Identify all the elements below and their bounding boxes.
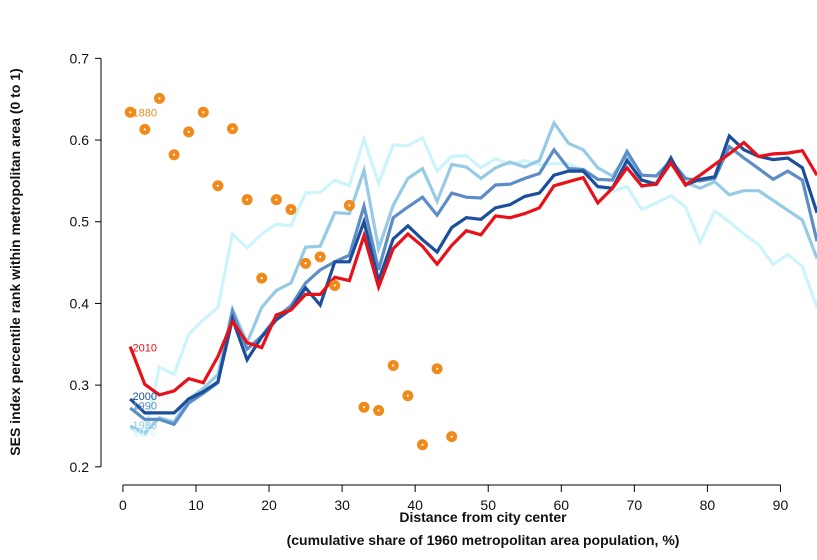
series-label-1880: 1880 — [133, 107, 157, 119]
series-layer — [128, 119, 817, 438]
point-1880-center — [172, 153, 176, 156]
point-1880-center — [216, 184, 219, 187]
y-tick-label: 0.7 — [70, 50, 90, 66]
point-1880-center — [435, 367, 439, 370]
x-tick-label: 30 — [334, 497, 350, 513]
point-1880-center — [362, 406, 366, 409]
x-tick-label: 80 — [700, 497, 716, 513]
point-1880-center — [319, 255, 322, 258]
series-line-2010 — [128, 140, 817, 397]
x-axis-label: Distance from city center — [399, 509, 567, 525]
x-tick-label: 0 — [119, 497, 127, 513]
x-axis-sublabel: (cumulative share of 1960 metropolitan a… — [287, 532, 680, 548]
point-1880-center — [392, 364, 395, 367]
x-tick-label: 70 — [627, 497, 643, 513]
point-1880-center — [377, 409, 380, 412]
y-tick-label: 0.5 — [70, 214, 90, 230]
x-tick-label: 20 — [261, 497, 277, 513]
series-line-1970 — [129, 133, 817, 438]
series-line-2000 — [129, 133, 817, 415]
y-tick-label: 0.2 — [70, 459, 90, 475]
point-1880-center — [187, 130, 190, 133]
series-label-1990: 1990 — [133, 401, 157, 413]
point-1880-center — [406, 394, 409, 397]
point-1880-center — [275, 198, 278, 201]
point-1880-center — [143, 128, 146, 131]
x-tick-label: 40 — [407, 497, 423, 513]
series-line-1980 — [129, 119, 817, 436]
point-1880-center — [348, 204, 351, 207]
point-1880-center — [333, 284, 336, 287]
series-label-1980: 1980 — [133, 420, 157, 432]
x-tick-label: 60 — [553, 497, 569, 513]
x-tick-label: 10 — [188, 497, 204, 513]
point-1880-center — [202, 111, 205, 114]
y-tick-label: 0.4 — [70, 295, 90, 311]
point-1880-center — [450, 435, 453, 438]
point-1880-center — [158, 97, 161, 100]
series-label-2000: 2000 — [133, 391, 157, 403]
series-label-1970: 1970 — [133, 428, 157, 440]
y-axis-label: SES index percentile rank within metropo… — [7, 68, 23, 455]
series-line-1990 — [129, 144, 817, 427]
point-1880-center — [289, 208, 293, 211]
point-1880-center — [260, 277, 263, 280]
point-1880-center — [246, 198, 249, 201]
point-1880-center — [421, 443, 424, 446]
y-tick-label: 0.6 — [70, 132, 90, 148]
axes: 0.2 0.3 0.4 0.5 0.6 0.7 0 10 20 30 40 50 60 70 80 90 — [70, 50, 789, 513]
points-layer — [124, 92, 458, 451]
point-1880-center — [304, 262, 307, 265]
y-tick-label: 0.3 — [70, 377, 90, 393]
point-1880-center — [231, 127, 234, 130]
x-tick-label: 90 — [773, 497, 789, 513]
series-label-2010: 2010 — [133, 343, 157, 355]
point-1880-center — [129, 111, 132, 114]
x-tick-label: 50 — [480, 497, 496, 513]
